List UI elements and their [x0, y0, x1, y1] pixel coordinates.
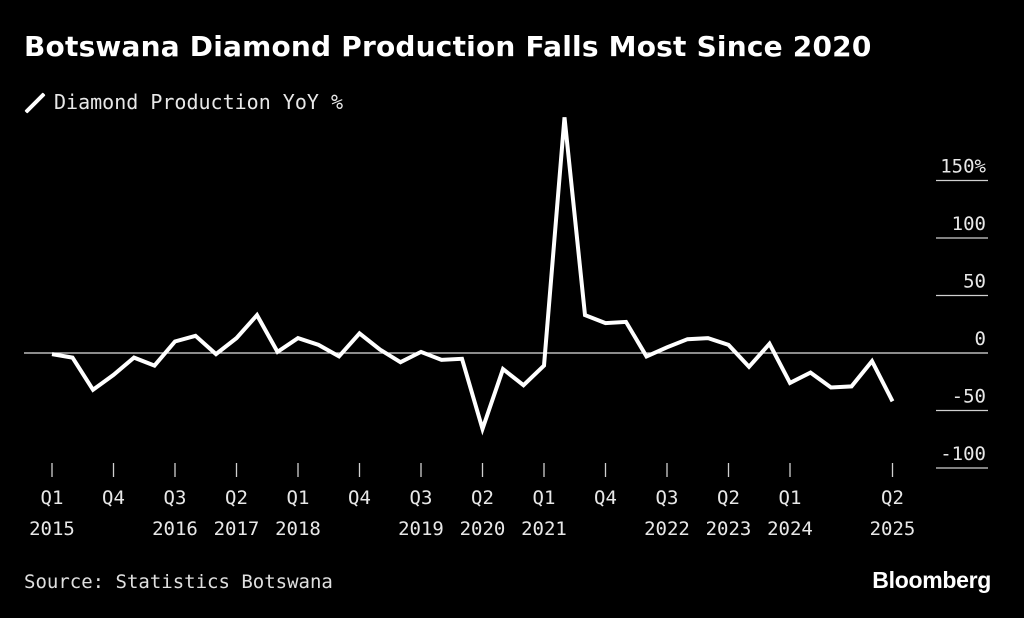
x-tick-quarter-label: Q1	[41, 487, 64, 509]
y-tick-label: 150%	[940, 156, 986, 178]
x-tick-year-label: 2017	[214, 518, 260, 540]
x-tick-quarter-label: Q3	[656, 487, 679, 509]
x-tick-quarter-label: Q2	[717, 487, 740, 509]
x-tick-year-label: 2022	[644, 518, 690, 540]
x-tick-quarter-label: Q3	[410, 487, 433, 509]
x-tick-year-label: 2023	[706, 518, 752, 540]
y-tick-label: -50	[952, 386, 986, 408]
x-tick-quarter-label: Q4	[594, 487, 617, 509]
x-tick-year-label: 2020	[460, 518, 506, 540]
x-tick-quarter-label: Q2	[225, 487, 248, 509]
x-tick-year-label: 2021	[521, 518, 567, 540]
y-tick-label: 0	[975, 328, 986, 350]
y-tick-label: 50	[963, 271, 986, 293]
chart-legend: Diamond Production YoY %	[24, 90, 343, 114]
y-tick-label: -100	[940, 443, 986, 465]
x-tick-year-label: 2016	[152, 518, 198, 540]
series-line	[51, 117, 895, 436]
x-tick-quarter-label: Q1	[287, 487, 310, 509]
x-tick-year-label: 2019	[398, 518, 444, 540]
source-note: Source: Statistics Botswana	[24, 571, 333, 593]
y-tick-label: 100	[952, 213, 986, 235]
x-tick-quarter-label: Q1	[533, 487, 556, 509]
bloomberg-logo: Bloomberg	[872, 567, 991, 593]
x-tick-quarter-label: Q3	[164, 487, 187, 509]
x-tick-quarter-label: Q4	[348, 487, 371, 509]
x-tick-quarter-label: Q1	[779, 487, 802, 509]
x-tick-year-label: 2024	[767, 518, 813, 540]
x-tick-year-label: 2015	[29, 518, 75, 540]
x-tick-year-label: 2025	[870, 518, 916, 540]
legend-series-label: Diamond Production YoY %	[54, 90, 343, 114]
x-tick-quarter-label: Q4	[102, 487, 125, 509]
x-tick-quarter-label: Q2	[881, 487, 904, 509]
chart-title: Botswana Diamond Production Falls Most S…	[24, 30, 872, 63]
x-tick-quarter-label: Q2	[471, 487, 494, 509]
x-tick-year-label: 2018	[275, 518, 321, 540]
